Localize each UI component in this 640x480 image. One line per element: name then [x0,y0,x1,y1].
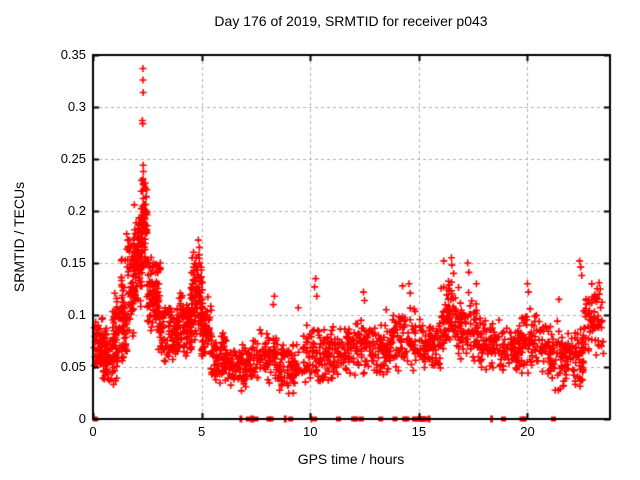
x-tick-label: 20 [520,424,535,439]
y-tick-label: 0.15 [60,255,86,270]
y-tick-label: 0.3 [67,99,86,114]
y-tick-label: 0.2 [67,203,86,218]
y-tick-label: 0 [78,411,86,426]
y-tick-label: 0.35 [60,47,86,62]
y-tick-label: 0.05 [60,359,86,374]
x-tick-label: 10 [302,424,318,439]
y-axis-label: SRMTID / TECUs [11,181,27,293]
y-tick-label: 0.25 [60,151,86,166]
x-axis-label: GPS time / hours [297,451,405,467]
x-tick-label: 15 [411,424,427,439]
x-tick-label: 5 [197,424,206,439]
chart-title: Day 176 of 2019, SRMTID for receiver p04… [214,13,488,29]
y-tick-label: 0.1 [67,307,86,322]
x-tick-label: 0 [89,424,97,439]
